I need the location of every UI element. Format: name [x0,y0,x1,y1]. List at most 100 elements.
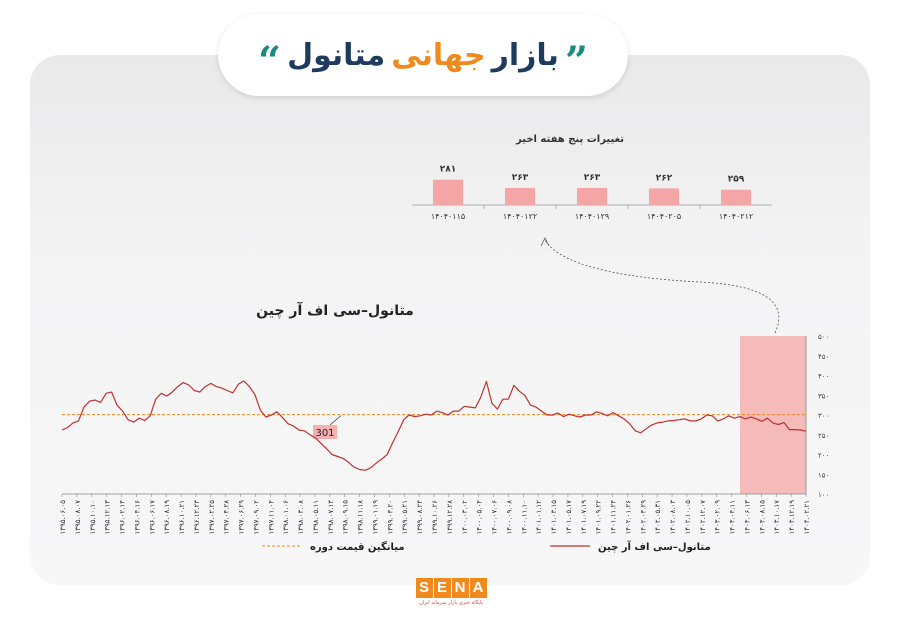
x-tick-label: ۱۳۹۵.۱۲.۱۳ [104,500,112,535]
x-tick-label: ۱۳۹۹.۰۳.۲۰ [386,500,394,535]
x-tick-label: ۱۳۹۸.۰۷.۱۳ [327,500,335,535]
x-tick-label-group: ۱۳۹۷.۰۹.۰۲ [252,500,260,535]
y-tick-label: ۳۵۰ [818,392,829,400]
logo-letter: E [433,578,451,598]
x-tick-label-group: ۱۴۰۰.۰۵.۰۴ [476,500,484,535]
x-tick-label-group: ۱۴۰۱.۰۵.۱۷ [565,500,573,535]
bar [721,189,751,205]
x-tick-label: ۱۴۰۲.۰۵.۳۱ [654,500,662,535]
logo-letter: A [469,578,487,598]
bar-category-label: ۱۴۰۴۰۱۲۲ [503,212,537,221]
x-tick-label-group: ۱۳۹۹.۰۱.۱۹ [371,500,379,535]
x-tick-label-group: ۱۳۹۵.۰۸.۰۷ [74,500,82,535]
bar-chart-title: تغییرات پنج هفته اخیر [515,134,624,145]
x-tick-label-group: ۱۴۰۲.۰۱.۲۶ [624,500,632,535]
bar-value-label: ۲۶۳ [584,173,601,183]
bar-value-label: ۲۶۲ [656,173,673,183]
line-chart-title: متانول–سی اف آر چین [256,301,414,319]
x-tick-label-group: ۱۳۹۸.۰۵.۱۱ [312,500,320,535]
x-tick-label: ۱۴۰۲.۰۳.۲۹ [639,500,647,535]
x-tick-label: ۱۴۰۰.۰۷.۰۶ [491,500,499,535]
x-tick-label: ۱۴۰۱.۰۱.۱۲ [535,500,543,535]
logo-letter: N [451,578,469,598]
x-tick-label-group: ۱۳۹۸.۰۹.۱۵ [342,500,350,535]
x-tick-label: ۱۴۰۱.۰۹.۲۲ [595,500,603,535]
x-tick-label: ۱۴۰۱.۰۵.۱۷ [565,500,573,535]
x-tick-label-group: ۱۴۰۲.۱۲.۰۷ [699,500,707,535]
average-value-label: 301 [315,428,334,439]
x-tick-label-group: ۱۳۹۷.۱۱.۰۴ [267,500,275,535]
x-tick-label-group: ۱۳۹۹.۰۸.۲۴ [416,500,424,535]
x-tick-label-group: ۱۳۹۸.۱۱.۱۸ [357,500,365,535]
connector-arrow [544,239,780,334]
y-tick-label: ۴۵۰ [818,353,829,361]
y-tick-label: ۳۰۰ [818,412,829,420]
x-tick-label: ۱۳۹۷.۱۱.۰۴ [267,500,275,535]
bar-value-label: ۲۸۱ [440,165,456,175]
bar [577,187,607,205]
x-tick-label-group: ۱۳۹۹.۰۳.۲۰ [386,500,394,535]
x-tick-label: ۱۴۰۳.۰۸.۱۵ [758,500,766,535]
bar [649,188,679,205]
legend-label-series: متانول–سی اف آر چین [598,540,711,553]
x-tick-label-group: ۱۴۰۳.۰۶.۱۳ [743,500,751,535]
y-tick-label: ۱۰۰ [818,491,829,499]
x-tick-label-group: ۱۳۹۹.۰۵.۲۱ [401,500,409,535]
x-tick-label: ۱۳۹۷.۰۴.۲۸ [223,500,231,535]
x-tick-label: ۱۳۹۷.۰۲.۲۵ [208,500,216,535]
x-tick-label: ۱۳۹۸.۰۹.۱۵ [342,500,350,535]
average-label-leader [329,415,342,426]
x-tick-label: ۱۴۰۴.۰۲.۲۱ [803,500,811,535]
x-tick-label-group: ۱۴۰۰.۰۷.۰۶ [491,500,499,535]
x-tick-label-group: ۱۴۰۳.۰۴.۱۱ [729,500,737,535]
x-tick-label-group: ۱۳۹۵.۰۶.۰۵ [59,500,67,535]
x-tick-label: ۱۳۹۷.۰۶.۲۹ [238,500,246,535]
methanol-cfr-china-line [61,380,807,471]
x-tick-label: ۱۳۹۸.۰۱.۰۶ [282,500,290,535]
x-tick-label: ۱۳۹۹.۱۰.۲۶ [431,500,439,535]
x-tick-label: ۱۳۹۶.۱۰.۲۱ [178,500,186,535]
x-tick-label: ۱۴۰۰.۰۵.۰۴ [476,500,484,535]
x-tick-label: ۱۴۰۰.۰۳.۰۲ [461,500,469,535]
average-label-box [313,425,337,439]
x-tick-label-group: ۱۴۰۴.۰۲.۲۱ [803,500,811,535]
x-tick-label: ۱۴۰۲.۰۱.۲۶ [624,500,632,535]
x-tick-label: ۱۴۰۳.۱۰.۱۷ [773,500,781,535]
x-tick-label: ۱۳۹۷.۰۹.۰۲ [252,500,260,535]
chart-card [30,55,870,585]
x-tick-label-group: ۱۴۰۳.۰۲.۰۹ [714,500,722,535]
bar-value-label: ۲۵۹ [728,175,745,185]
bar-category-label: ۱۴۰۴۰۲۰۵ [647,212,681,221]
connector-arrowhead [540,237,550,247]
y-tick-label: ۱۵۰ [818,471,829,479]
x-tick-label-group: ۱۴۰۲.۱۰.۰۵ [684,500,692,535]
logo-subtitle: پایگاه خبری بازار سرمایه ایران [419,600,483,606]
x-tick-label-group: ۱۳۹۹.۱۲.۲۸ [446,500,454,535]
x-tick-label: ۱۴۰۱.۰۷.۱۹ [580,500,588,535]
x-tick-label-group: ۱۴۰۲.۰۵.۳۱ [654,500,662,535]
x-tick-label: ۱۳۹۹.۰۵.۲۱ [401,500,409,535]
x-tick-label: ۱۴۰۳.۰۲.۰۹ [714,500,722,535]
x-tick-label-group: ۱۴۰۱.۰۱.۱۲ [535,500,543,535]
x-tick-label-group: ۱۳۹۶.۰۲.۱۴ [119,500,127,535]
x-tick-label: ۱۴۰۳.۰۴.۱۱ [729,500,737,535]
bar [505,187,535,205]
x-tick-label-group: ۱۳۹۸.۰۳.۰۸ [297,500,305,535]
legend-label-average: میانگین قیمت دوره [310,540,405,553]
x-tick-label-group: ۱۴۰۱.۰۳.۱۵ [550,500,558,535]
x-tick-label-group: ۱۴۰۱.۰۹.۲۲ [595,500,603,535]
x-tick-label: ۱۳۹۹.۱۲.۲۸ [446,500,454,535]
x-tick-label-group: ۱۳۹۶.۰۸.۱۹ [163,500,171,535]
bar-value-label: ۲۶۳ [512,173,529,183]
bar-category-label: ۱۴۰۴۰۱۲۹ [575,212,609,221]
x-tick-label-group: ۱۴۰۳.۰۸.۱۵ [758,500,766,535]
x-tick-label: ۱۳۹۹.۰۱.۱۹ [371,500,379,535]
quote-mark-open: ” [564,38,588,85]
x-tick-label: ۱۳۹۶.۰۶.۱۷ [148,500,156,535]
title-part-bazaar: بازار [491,37,559,73]
x-tick-label-group: ۱۳۹۶.۰۴.۱۶ [133,500,141,535]
logo-letter: S [415,578,433,598]
x-tick-label-group: ۱۳۹۷.۰۶.۲۹ [238,500,246,535]
